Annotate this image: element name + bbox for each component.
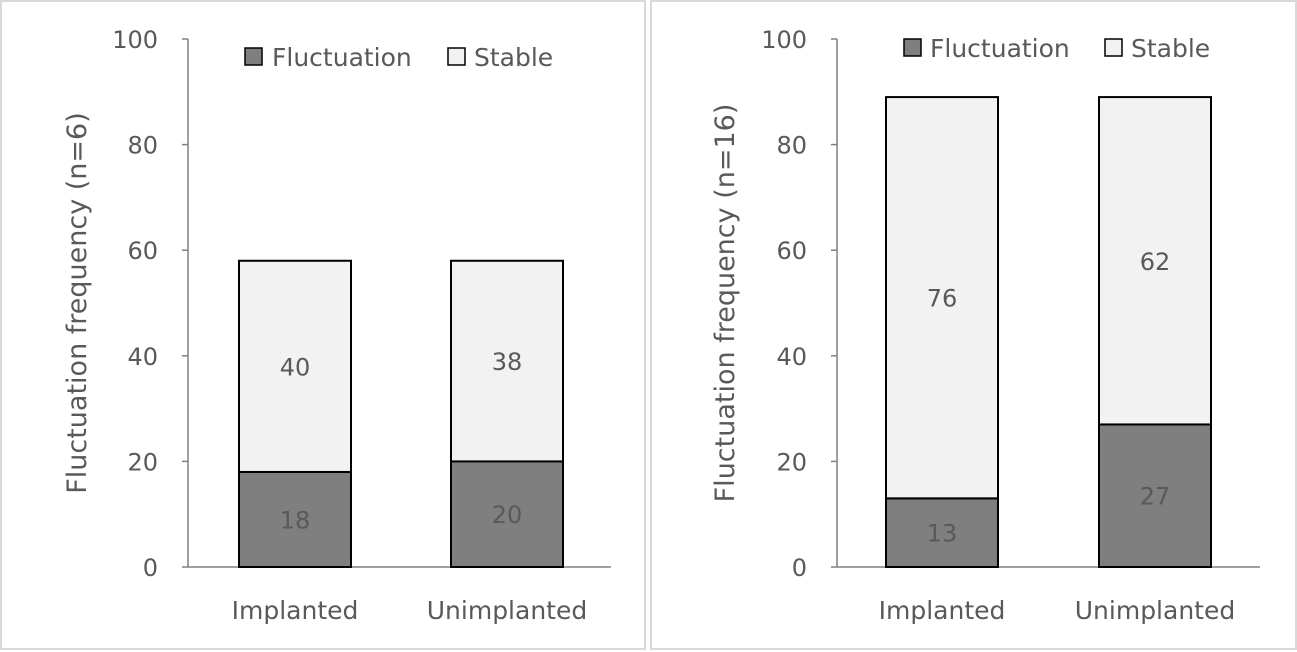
y-tick-label: 40: [127, 343, 158, 371]
legend-label: Stable: [474, 43, 553, 72]
y-tick-label: 20: [776, 448, 807, 476]
data-label: 40: [280, 353, 311, 381]
data-label: 76: [927, 285, 958, 313]
x-category-label: Implanted: [879, 596, 1006, 625]
bar-fluctuation-implanted: [238, 470, 352, 568]
y-tick-label: 60: [127, 237, 158, 265]
legend-label: Stable: [1131, 34, 1210, 63]
x-category-label: Unimplanted: [1075, 596, 1235, 625]
y-tick-label: 0: [792, 554, 807, 582]
legend-swatch: [903, 38, 922, 57]
data-label: 18: [280, 506, 311, 534]
y-tick-label: 100: [761, 26, 807, 54]
y-tick-label: 100: [112, 26, 158, 54]
data-label: 38: [492, 348, 523, 376]
legend-swatch: [244, 47, 263, 66]
data-label: 13: [927, 520, 958, 548]
bar-stable-implanted: [238, 259, 352, 473]
chart-panel-left: 0 20 40 60 80 100 18 40 Implanted 20 38 Unimplanted…: [0, 0, 646, 650]
y-tick-label: 40: [776, 343, 807, 371]
bar-stable-implanted: [885, 96, 999, 500]
y-tick-label: 60: [776, 237, 807, 265]
y-tick-label: 20: [127, 448, 158, 476]
bar-stable-unimplanted: [450, 259, 564, 463]
y-tick-label: 80: [776, 132, 807, 160]
bar-fluctuation-unimplanted: [450, 460, 564, 568]
x-category-label: Unimplanted: [427, 596, 587, 625]
data-label: 20: [492, 501, 523, 529]
chart-panel-right: 0 20 40 60 80 100 13 76 Implanted 27 62 Unimplanted…: [650, 0, 1297, 650]
legend-label: Fluctuation: [272, 43, 412, 72]
bar-fluctuation-implanted: [885, 497, 999, 568]
chart-left: 0 20 40 60 80 100 18 40 Implanted 20 38 Unimplanted…: [62, 26, 611, 625]
data-label: 27: [1140, 483, 1171, 511]
y-axis-title: Fluctuation frequency (n=16): [710, 104, 741, 503]
data-label: 62: [1140, 248, 1171, 276]
chart-right: 0 20 40 60 80 100 13 76 Implanted 27 62 Unimplanted…: [710, 26, 1260, 625]
legend-swatch: [1104, 38, 1123, 57]
x-category-label: Implanted: [232, 596, 359, 625]
y-tick-label: 0: [143, 554, 158, 582]
bar-stable-unimplanted: [1098, 96, 1212, 426]
legend-label: Fluctuation: [930, 34, 1070, 63]
y-axis-title: Fluctuation frequency (n=6): [62, 112, 93, 494]
y-tick-label: 80: [127, 132, 158, 160]
legend-swatch: [447, 47, 466, 66]
